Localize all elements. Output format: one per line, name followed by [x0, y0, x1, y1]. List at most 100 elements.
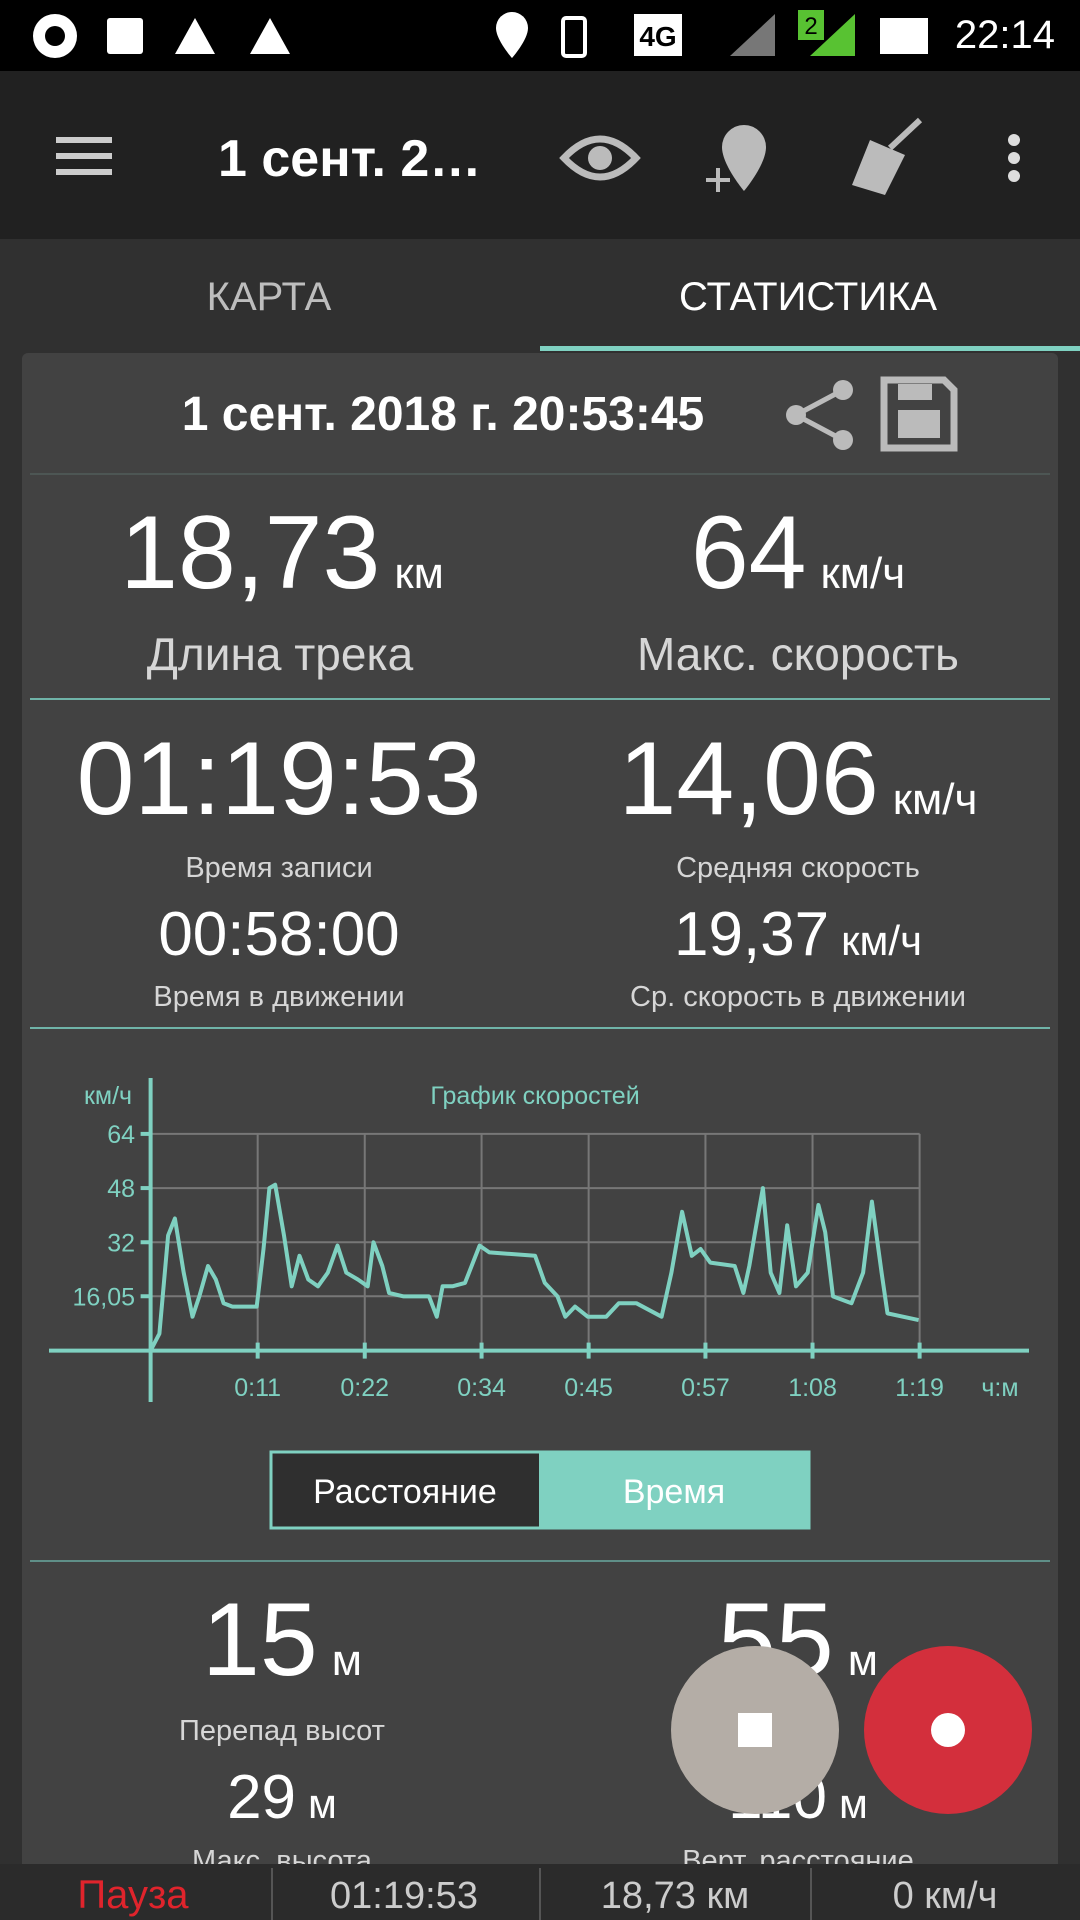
status-icon — [250, 18, 290, 54]
menu-bar — [56, 169, 112, 175]
y-axis-label: км/ч — [84, 1082, 132, 1110]
network-label: 4G — [639, 21, 676, 52]
menu-button[interactable] — [56, 137, 112, 175]
track-date: 1 сент. 2018 г. 20:53:45 — [182, 388, 705, 441]
chart-title: График скоростей — [430, 1082, 639, 1110]
share-icon — [794, 387, 845, 443]
stat-label: Ср. скорость в движении — [630, 981, 966, 1013]
x-tick-label: 0:45 — [564, 1374, 613, 1402]
dot — [1008, 170, 1020, 182]
stat: 14,06 км/ч — [619, 721, 978, 837]
add-marker-button[interactable] — [706, 125, 766, 192]
x-tick-label: 1:08 — [788, 1374, 837, 1402]
overflow-button[interactable] — [1008, 134, 1020, 182]
status-icon — [496, 12, 528, 58]
y-tick-label: 48 — [107, 1175, 135, 1203]
stat-label: Средняя скорость — [676, 852, 920, 884]
stat-value: 29 — [227, 1763, 296, 1832]
battery-icon — [880, 18, 928, 54]
stop-button[interactable] — [671, 1646, 839, 1814]
bottom-speed: 0 км/ч — [893, 1875, 998, 1917]
stat-label: Длина трека — [147, 628, 414, 680]
x-tick-label: 0:22 — [340, 1374, 389, 1402]
x-tick-label: 1:19 — [895, 1374, 944, 1402]
bottom-time: 01:19:53 — [330, 1875, 478, 1917]
status-icon — [798, 10, 824, 40]
clock: 22:14 — [955, 13, 1055, 57]
toggle-option[interactable]: Расстояние — [313, 1473, 497, 1511]
status-icon — [730, 14, 775, 56]
x-tick-label: 0:57 — [681, 1374, 730, 1402]
status-icon — [634, 14, 682, 56]
stat-value: 19,37 — [674, 900, 829, 969]
plus-icon — [706, 168, 730, 192]
status-icon — [810, 14, 855, 56]
stat-label: Макс. скорость — [637, 628, 959, 680]
broom-icon — [852, 140, 905, 195]
divider — [30, 473, 1050, 475]
save-icon — [898, 384, 932, 400]
divider — [30, 1560, 1050, 1562]
stat: 64 км/ч — [691, 495, 905, 611]
stat-unit: км/ч — [841, 917, 922, 964]
share-button[interactable] — [786, 380, 853, 450]
tab-active[interactable]: СТАТИСТИКА — [679, 275, 937, 319]
dot — [1008, 134, 1020, 146]
x-tick-label: 0:11 — [234, 1374, 281, 1402]
separator — [271, 1868, 273, 1920]
x-axis-label: ч:м — [981, 1374, 1018, 1402]
stat: 29 м — [227, 1763, 337, 1832]
tab[interactable]: КАРТА — [207, 275, 332, 319]
stat-value: 15 — [202, 1582, 318, 1698]
toolbar-title: 1 сент. 2… — [218, 130, 481, 188]
save-icon — [880, 376, 958, 452]
clear-button[interactable] — [852, 117, 923, 195]
stat-unit: м — [308, 1780, 337, 1827]
stat-unit: м — [332, 1636, 362, 1685]
speed-chart: График скоростей км/ч ч:м 16,05 32 48 64 0:1… — [49, 1078, 1029, 1402]
stat-unit: км — [394, 549, 444, 598]
status-icon — [45, 26, 65, 46]
menu-bar — [56, 153, 112, 159]
stat-label: Время в движении — [153, 981, 404, 1013]
divider — [30, 1027, 1050, 1029]
stat-value: 01:19:53 — [77, 721, 482, 837]
stat-value: 64 — [691, 495, 807, 611]
stat-unit: км/ч — [893, 775, 978, 824]
record-icon — [931, 1713, 965, 1747]
stat: 19,37 км/ч — [674, 900, 922, 969]
menu-bar — [56, 137, 112, 143]
stop-icon — [738, 1713, 772, 1747]
status-icon — [175, 18, 215, 54]
record-button[interactable] — [864, 1646, 1032, 1814]
save-button[interactable] — [880, 376, 958, 452]
x-tick-label: 0:34 — [457, 1374, 506, 1402]
stat: 15 м — [202, 1582, 362, 1698]
dot — [1008, 152, 1020, 164]
status-icon — [561, 16, 587, 58]
separator — [810, 1868, 812, 1920]
stat-label: Время записи — [185, 852, 372, 884]
tab-indicator — [540, 346, 1080, 351]
recording-status: Пауза — [77, 1873, 189, 1917]
toolbar — [0, 71, 1080, 239]
marker-icon — [722, 125, 766, 191]
toggle-active — [539, 1452, 809, 1528]
stat-value: 14,06 — [619, 721, 879, 837]
stat-value: 00:58:00 — [158, 900, 399, 969]
divider — [30, 698, 1050, 700]
view-button[interactable] — [559, 135, 641, 181]
status-icon — [107, 18, 143, 54]
stat-label: Перепад высот — [179, 1715, 385, 1747]
separator — [539, 1868, 541, 1920]
eye-icon — [588, 146, 612, 170]
stat-unit: м — [839, 1780, 868, 1827]
stat-unit: м — [848, 1636, 878, 1685]
stat: 18,73 км — [120, 495, 444, 611]
eye-icon — [559, 135, 641, 181]
toggle-option-active[interactable]: Время — [623, 1473, 725, 1511]
broom-icon — [887, 117, 923, 151]
stat-unit: км/ч — [821, 549, 906, 598]
